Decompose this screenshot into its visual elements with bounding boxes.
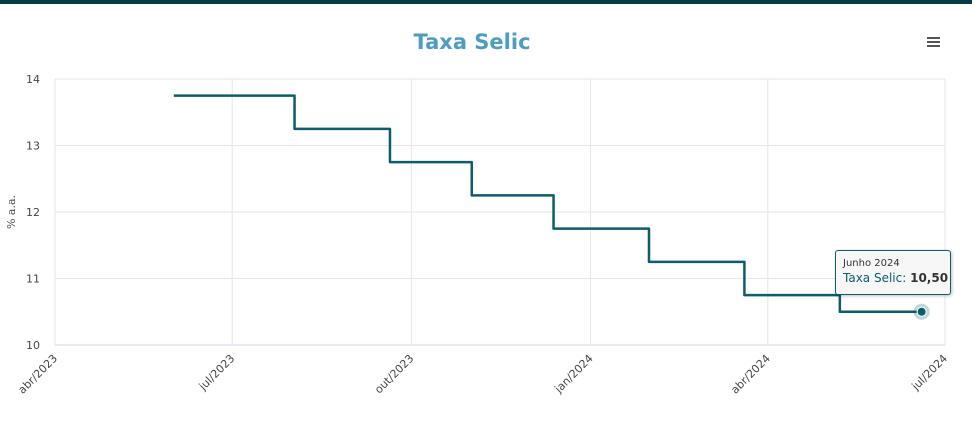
y-axis-title: % a.a. — [5, 195, 18, 229]
hamburger-icon — [927, 37, 940, 39]
x-tick-label: abr/2023 — [16, 352, 61, 397]
chart-menu-button[interactable] — [922, 32, 944, 52]
top-accent-bar — [0, 0, 972, 4]
x-tick-label: jul/2023 — [196, 352, 238, 394]
tooltip-value: 10,50 — [910, 271, 949, 285]
tooltip-value-row: Taxa Selic: 10,50 — [843, 271, 949, 285]
y-tick-label: 10 — [26, 339, 40, 352]
x-tick-label: jul/2024 — [909, 352, 951, 394]
tooltip: Junho 2024 Taxa Selic: 10,50 — [835, 250, 951, 295]
y-tick-label: 11 — [26, 273, 40, 286]
tooltip-series-name: Taxa Selic — [843, 271, 903, 285]
y-tick-label: 14 — [26, 73, 40, 86]
y-tick-label: 12 — [26, 206, 40, 219]
data-point[interactable] — [916, 306, 927, 317]
x-tick-label: out/2023 — [372, 352, 416, 396]
chart-title: Taxa Selic — [413, 30, 531, 54]
y-tick-label: 13 — [26, 140, 40, 153]
x-tick-label: abr/2024 — [728, 352, 773, 397]
x-tick-label: jan/2024 — [552, 352, 596, 396]
series-line — [173, 94, 922, 313]
tooltip-date: Junho 2024 — [843, 258, 900, 269]
